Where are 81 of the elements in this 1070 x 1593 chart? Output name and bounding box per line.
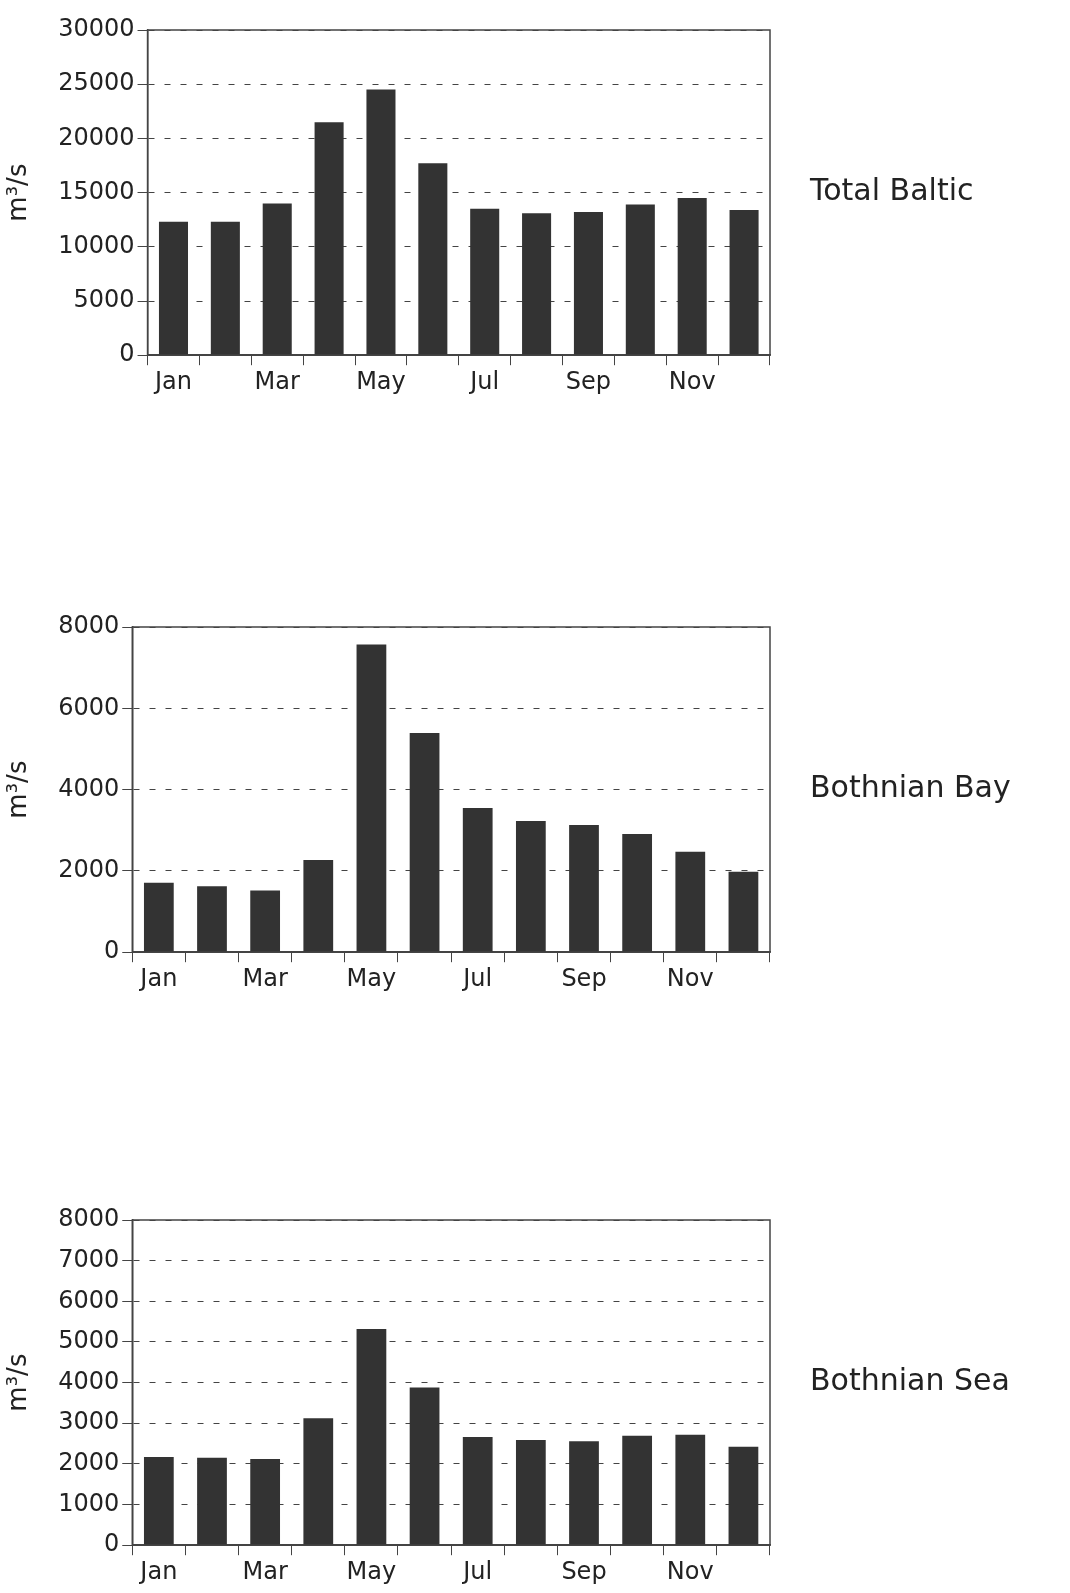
x-tick-label: Sep	[561, 963, 607, 992]
bar	[462, 807, 493, 952]
bar	[409, 733, 440, 952]
bar	[366, 89, 396, 355]
y-tick-label: 0	[104, 1529, 120, 1558]
text: Total Baltic	[809, 172, 974, 208]
y-tick-label: 4000	[58, 773, 120, 802]
y-tick-label: 20000	[58, 122, 135, 151]
bar	[409, 1387, 440, 1545]
y-tick-label: 30000	[58, 14, 135, 43]
y-tick-label: 0	[119, 339, 135, 368]
bar	[143, 882, 174, 952]
y-tick-label: 7000	[58, 1244, 120, 1273]
bar	[262, 203, 292, 355]
x-tick-label: Jan	[138, 1556, 178, 1585]
y-tick-label: 0	[104, 936, 120, 965]
bar	[470, 208, 500, 355]
bar	[356, 1328, 387, 1545]
text: Bothnian Sea	[810, 1362, 1010, 1398]
x-tick-label: Nov	[666, 963, 714, 992]
y-tick-label: 6000	[58, 1285, 120, 1314]
bar	[303, 859, 334, 952]
x-tick-label: Jul	[468, 366, 500, 395]
bar	[462, 1437, 493, 1545]
x-tick-label: Jul	[461, 1556, 493, 1585]
y-tick-label: 6000	[58, 692, 120, 721]
x-tick-label: Jul	[461, 963, 493, 992]
bar	[625, 204, 655, 355]
text: Bothnian Bay	[810, 769, 1011, 805]
bar	[675, 1434, 706, 1545]
x-tick-label: Jan	[138, 963, 178, 992]
y-axis-title: m³/s	[2, 1353, 33, 1412]
bar	[622, 833, 653, 952]
bar	[515, 820, 546, 952]
x-tick-label: May	[356, 366, 406, 395]
x-tick-label: Mar	[242, 963, 288, 992]
y-tick-label: 3000	[58, 1407, 120, 1436]
bar	[314, 122, 344, 355]
x-tick-label: Sep	[561, 1556, 607, 1585]
bar	[197, 1457, 227, 1545]
bar	[250, 890, 281, 952]
x-tick-label: May	[346, 963, 397, 992]
bar	[158, 221, 189, 355]
y-tick-label: 2000	[58, 855, 120, 884]
bar	[303, 1418, 334, 1545]
bar	[675, 851, 706, 952]
bar	[573, 212, 603, 355]
bar	[622, 1435, 653, 1545]
bar	[522, 213, 552, 355]
y-tick-label: 15000	[58, 176, 135, 205]
y-tick-label: 8000	[58, 1204, 120, 1233]
y-axis-title: m³/s	[2, 163, 33, 222]
y-axis-title: m³/s	[2, 760, 33, 819]
bar	[729, 209, 759, 355]
x-tick-label: Jan	[152, 366, 192, 395]
bar	[418, 163, 448, 355]
bar	[515, 1439, 546, 1545]
bar	[728, 871, 759, 952]
bar	[197, 886, 227, 952]
y-tick-label: 4000	[58, 1366, 120, 1395]
y-tick-label: 10000	[58, 231, 135, 260]
bar	[728, 1446, 759, 1545]
x-tick-label: Mar	[254, 366, 300, 395]
x-tick-label: Sep	[565, 366, 612, 395]
y-tick-label: 8000	[58, 611, 120, 640]
bar	[569, 824, 599, 952]
x-tick-label: May	[346, 1556, 397, 1585]
bar	[143, 1456, 174, 1545]
bar	[250, 1459, 281, 1545]
bar	[677, 198, 707, 355]
x-tick-label: Nov	[668, 366, 716, 395]
y-tick-label: 5000	[58, 1326, 120, 1355]
bar	[356, 644, 387, 952]
y-tick-label: 5000	[73, 285, 135, 314]
x-tick-label: Nov	[666, 1556, 714, 1585]
y-tick-label: 1000	[58, 1488, 120, 1517]
y-tick-label: 2000	[58, 1448, 120, 1477]
bar	[210, 221, 240, 355]
bar	[569, 1441, 599, 1545]
y-tick-label: 25000	[58, 68, 135, 97]
x-tick-label: Mar	[242, 1556, 288, 1585]
